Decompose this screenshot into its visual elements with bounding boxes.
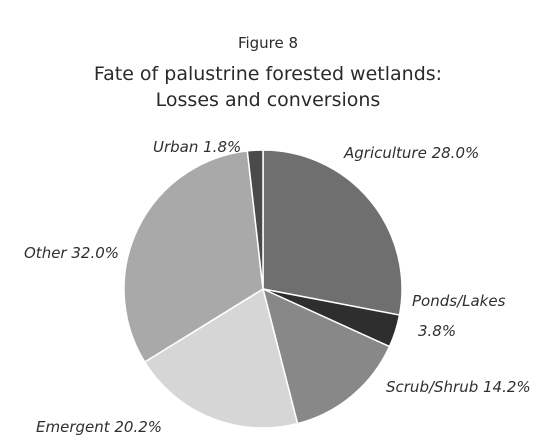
chart-title-line-1: Fate of palustrine forested wetlands: xyxy=(94,63,442,85)
slice-label-other: Other 32.0% xyxy=(24,244,119,262)
slice-label-ponds-lakes-name: Ponds/Lakes xyxy=(412,292,506,310)
slice-label-emergent: Emergent 20.2% xyxy=(36,418,162,436)
pie-slices xyxy=(123,149,403,429)
pie-slice-agriculture xyxy=(262,149,403,316)
pie-slice-emergent xyxy=(143,288,299,429)
pie-slice-scrub-shrub xyxy=(262,288,391,425)
slice-label-agriculture: Agriculture 28.0% xyxy=(343,144,479,162)
pie-slice-urban xyxy=(246,149,264,290)
slice-label-urban: Urban 1.8% xyxy=(153,138,241,156)
pie-slice-other xyxy=(123,150,264,363)
slice-label-scrub-shrub: Scrub/Shrub 14.2% xyxy=(386,378,531,396)
figure-label: Figure 8 xyxy=(238,34,298,52)
slice-label-ponds-lakes-value: 3.8% xyxy=(418,322,456,340)
chart-title-line-2: Losses and conversions xyxy=(156,89,381,111)
